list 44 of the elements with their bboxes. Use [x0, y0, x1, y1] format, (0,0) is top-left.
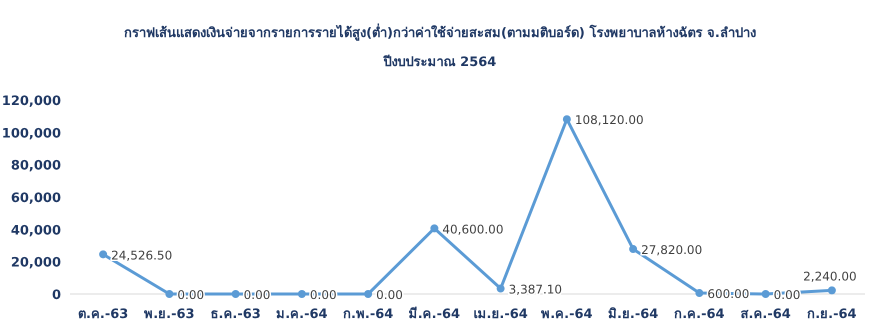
- point: [496, 284, 505, 293]
- data-label: 108,120.00: [574, 113, 644, 128]
- point: [232, 290, 240, 298]
- data-label: 0.00: [310, 288, 337, 302]
- x-tick-label: เม.ย.-64: [473, 307, 528, 322]
- data-label: 24,526.50: [111, 248, 172, 262]
- y-tick-label: 60,000: [10, 191, 61, 206]
- y-tick-label: 80,000: [10, 158, 61, 174]
- x-tick-label: ก.ค.-64: [674, 307, 725, 322]
- y-tick-label: 40,000: [10, 223, 61, 238]
- y-tick-label: 120,000: [2, 94, 61, 109]
- x-tick-label: ต.ค.-63: [78, 307, 128, 322]
- x-tick-label: พ.ย.-63: [144, 307, 195, 322]
- chart-title: กราฟเส้นแสดงเงินจ่ายจากรายการรายได้สูง(ต่ำ)กว่าค่าใช้จ่ายสะสม(ตามมติบอร์ด) โรงพยาบาลห้างฉัตร จ.ลำปาง: [124, 23, 756, 41]
- x-tick-label: ก.ย.-64: [807, 307, 857, 322]
- x-tick-label: ก.พ.-64: [342, 307, 394, 322]
- data-label: 0.00: [376, 288, 403, 302]
- point: [165, 290, 174, 298]
- point: [562, 115, 571, 124]
- point: [298, 290, 306, 298]
- point: [99, 250, 108, 258]
- data-label: 0.00: [177, 288, 204, 302]
- data-label: 600.00: [707, 287, 750, 302]
- chart-subtitle: ปีงบประมาณ 2564: [382, 54, 496, 70]
- point: [828, 286, 836, 294]
- data-label: 0.00: [244, 288, 270, 302]
- y-tick-label: 0: [52, 288, 61, 303]
- x-tick-label: ส.ค.-64: [740, 307, 791, 322]
- data-label: 2,240.00: [803, 269, 857, 284]
- data-label: 40,600.00: [442, 222, 504, 236]
- x-tick-label: มี.ค.-64: [408, 306, 460, 322]
- x-tick-label: ธ.ค.-63: [210, 307, 261, 322]
- x-tick-label: ม.ค.-64: [276, 307, 328, 322]
- x-tick-label: มิ.ย.-64: [608, 307, 658, 322]
- point: [629, 245, 638, 254]
- point: [364, 290, 372, 298]
- point: [695, 289, 704, 298]
- y-tick-label: 20,000: [10, 256, 61, 271]
- x-tick-label: พ.ค.-64: [541, 307, 593, 322]
- data-label: 27,820.00: [641, 243, 702, 258]
- y-tick-label: 100,000: [2, 126, 61, 142]
- data-label: 3,387.10: [508, 282, 562, 297]
- point: [762, 290, 770, 298]
- point: [430, 224, 438, 232]
